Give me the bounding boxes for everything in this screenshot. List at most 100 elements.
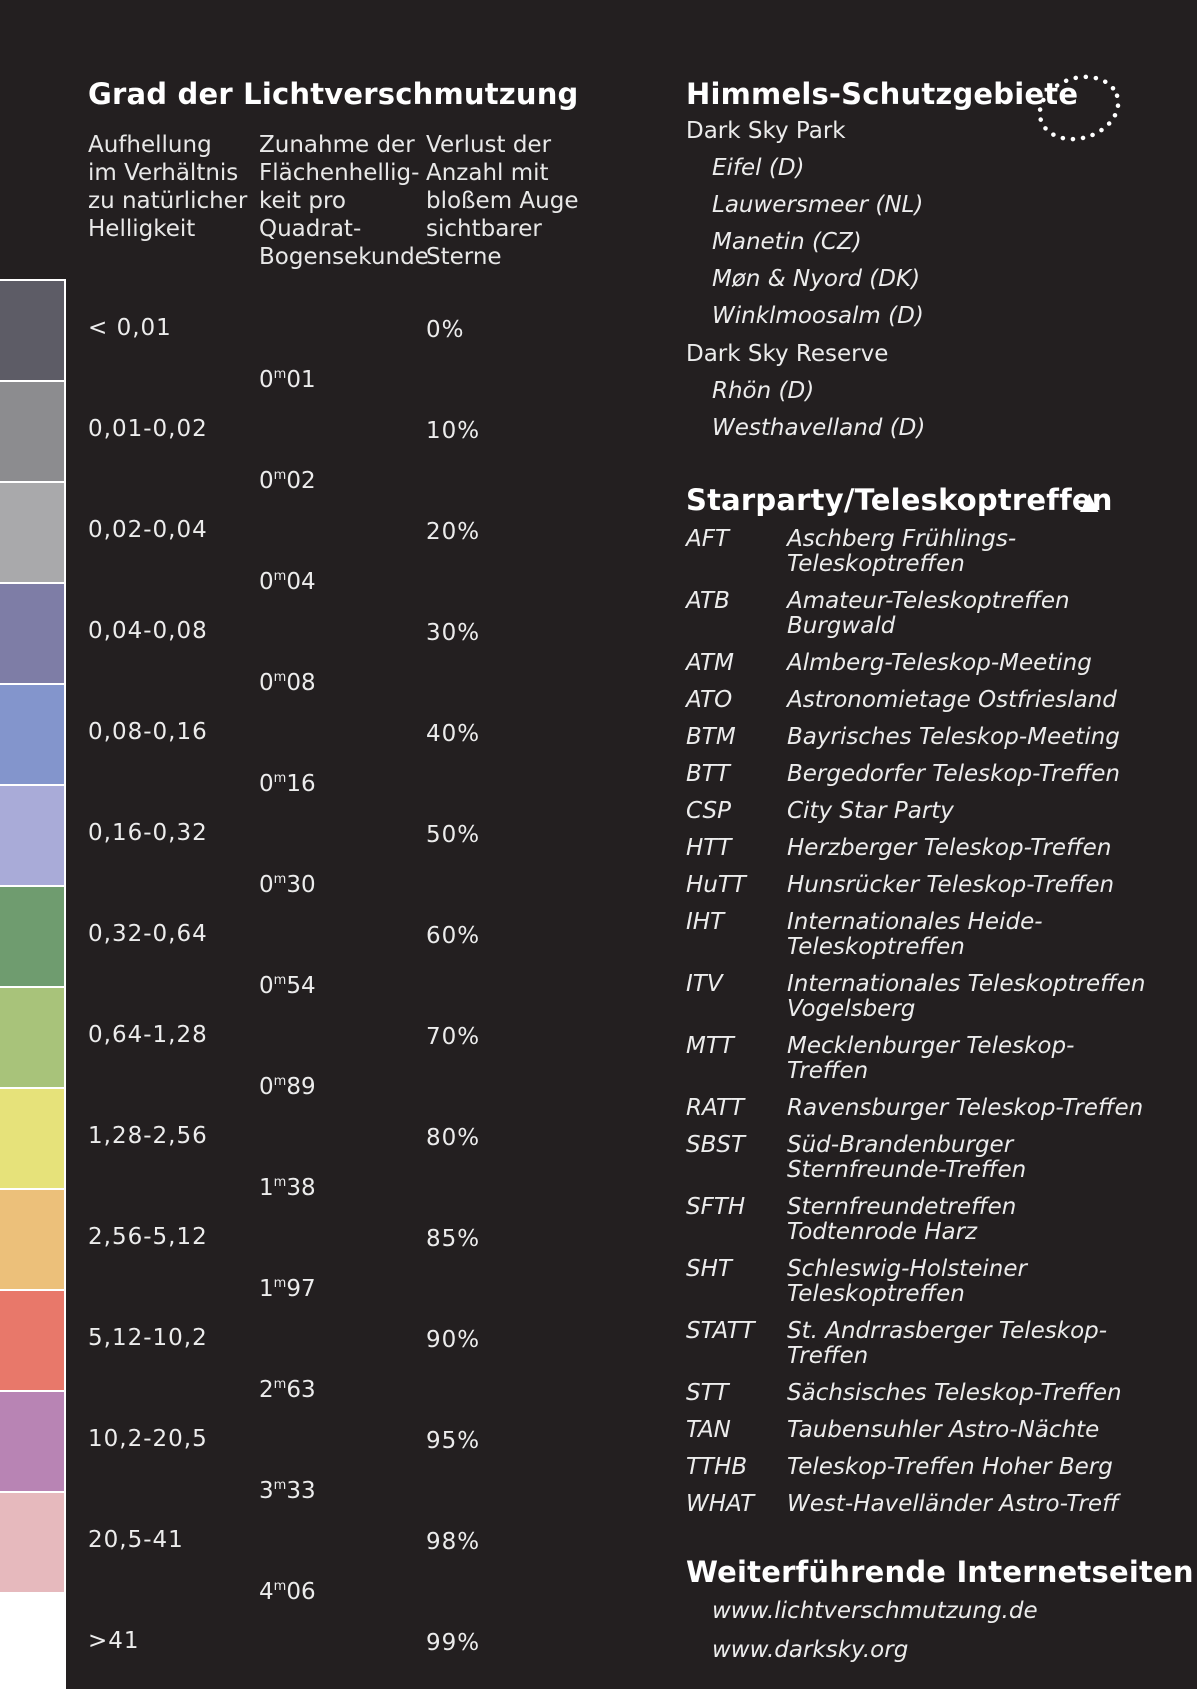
brightness-ratio: 1,28-2,56 xyxy=(88,1123,208,1149)
dark-sky-park-item: Winklmoosalm (D) xyxy=(712,303,924,329)
event-abbreviation: STATT xyxy=(686,1318,755,1344)
event-name: Internationales Teleskoptreffen Vogelsbe… xyxy=(787,971,1146,1022)
magnitude-integer: 3 xyxy=(259,1478,274,1504)
star-loss-percent: 90% xyxy=(426,1327,481,1353)
magnitude-increase: 1m97 xyxy=(259,1276,316,1302)
magnitude-fraction: 89 xyxy=(286,1074,316,1100)
magnitude-integer: 4 xyxy=(259,1579,274,1605)
event-abbreviation: RATT xyxy=(686,1095,745,1121)
dark-sky-reserve-item: Westhavelland (D) xyxy=(712,415,926,441)
color-swatch xyxy=(0,1491,66,1592)
event-abbreviation: SFTH xyxy=(686,1194,746,1220)
color-swatch xyxy=(0,380,66,481)
event-name: Schleswig-Holsteiner Teleskoptreffen xyxy=(787,1256,1027,1307)
magnitude-increase: 0m02 xyxy=(259,468,316,494)
dark-sky-park-label: Dark Sky Park xyxy=(686,118,846,144)
magnitude-unit: m xyxy=(273,367,287,382)
link-lichtverschmutzung[interactable]: www.lichtverschmutzung.de xyxy=(712,1598,1038,1624)
star-loss-percent: 95% xyxy=(426,1428,481,1454)
magnitude-fraction: 63 xyxy=(286,1377,316,1403)
dark-sky-park-item: Lauwersmeer (NL) xyxy=(712,192,924,218)
magnitude-unit: m xyxy=(273,771,287,786)
magnitude-increase: 3m33 xyxy=(259,1478,316,1504)
magnitude-fraction: 33 xyxy=(286,1478,316,1504)
event-name: Astronomietage Ostfriesland xyxy=(787,687,1117,713)
event-name: Amateur-Teleskoptreffen Burgwald xyxy=(787,588,1070,639)
event-name: Almberg-Teleskop-Meeting xyxy=(787,650,1092,676)
brightness-ratio: >41 xyxy=(88,1628,140,1654)
color-swatch xyxy=(0,784,66,885)
magnitude-fraction: 16 xyxy=(286,771,316,797)
star-loss-percent: 98% xyxy=(426,1529,481,1555)
event-abbreviation: SBST xyxy=(686,1132,746,1158)
event-abbreviation: ITV xyxy=(686,971,723,997)
brightness-ratio: 0,04-0,08 xyxy=(88,618,208,644)
color-swatch xyxy=(0,1289,66,1390)
event-abbreviation: TTHB xyxy=(686,1454,748,1480)
magnitude-integer: 0 xyxy=(259,569,274,595)
color-swatch xyxy=(0,481,66,582)
event-abbreviation: HTT xyxy=(686,835,732,861)
magnitude-increase: 0m08 xyxy=(259,670,316,696)
event-name: Sächsisches Teleskop-Treffen xyxy=(787,1380,1122,1406)
star-loss-percent: 40% xyxy=(426,721,481,747)
event-abbreviation: HuTT xyxy=(686,872,746,898)
dark-sky-reserve-item: Rhön (D) xyxy=(712,378,815,404)
event-name: Hunsrücker Teleskop-Treffen xyxy=(787,872,1115,898)
event-name: City Star Party xyxy=(787,798,954,824)
star-loss-percent: 0% xyxy=(426,317,465,343)
magnitude-fraction: 06 xyxy=(286,1579,316,1605)
magnitude-integer: 0 xyxy=(259,872,274,898)
magnitude-fraction: 04 xyxy=(286,569,316,595)
dark-sky-park-item: Eifel (D) xyxy=(712,155,805,181)
magnitude-unit: m xyxy=(273,569,287,584)
magnitude-increase: 0m54 xyxy=(259,973,316,999)
brightness-ratio: 0,02-0,04 xyxy=(88,517,208,543)
dotted-ellipse-icon xyxy=(1037,74,1121,142)
event-name: Mecklenburger Teleskop- Treffen xyxy=(787,1033,1075,1084)
star-loss-header: Verlust der Anzahl mit bloßem Auge sicht… xyxy=(426,132,579,270)
event-abbreviation: MTT xyxy=(686,1033,734,1059)
event-abbreviation: ATM xyxy=(686,650,734,676)
brightness-ratio: 20,5-41 xyxy=(88,1527,184,1553)
brightness-ratio: 0,08-0,16 xyxy=(88,719,208,745)
brightness-ratio: 0,16-0,32 xyxy=(88,820,208,846)
magnitude-unit: m xyxy=(273,468,287,483)
event-name: Aschberg Frühlings- Teleskoptreffen xyxy=(787,526,1017,577)
magnitude-fraction: 97 xyxy=(286,1276,316,1302)
color-swatch xyxy=(0,1087,66,1188)
magnitude-unit: m xyxy=(273,670,287,685)
star-loss-percent: 80% xyxy=(426,1125,481,1151)
brightness-ratio: 2,56-5,12 xyxy=(88,1224,208,1250)
dark-sky-reserves-title: Himmels-Schutzgebiete xyxy=(686,77,1079,111)
star-loss-percent: 20% xyxy=(426,519,481,545)
event-abbreviation: ATB xyxy=(686,588,730,614)
magnitude-integer: 0 xyxy=(259,771,274,797)
magnitude-integer: 1 xyxy=(259,1175,274,1201)
star-loss-percent: 30% xyxy=(426,620,481,646)
star-loss-percent: 70% xyxy=(426,1024,481,1050)
event-abbreviation: TAN xyxy=(686,1417,731,1443)
color-swatch xyxy=(0,1188,66,1289)
magnitude-unit: m xyxy=(273,872,287,887)
dark-sky-park-item: Møn & Nyord (DK) xyxy=(712,266,921,292)
color-swatch xyxy=(0,1592,66,1689)
magnitude-increase: 0m16 xyxy=(259,771,316,797)
event-name: West-Havelländer Astro-Treff xyxy=(787,1491,1119,1517)
event-name: Internationales Heide- Teleskoptreffen xyxy=(787,909,1043,960)
magnitude-integer: 0 xyxy=(259,670,274,696)
link-darksky[interactable]: www.darksky.org xyxy=(712,1637,909,1663)
star-loss-percent: 60% xyxy=(426,923,481,949)
event-abbreviation: BTT xyxy=(686,761,730,787)
event-name: Sternfreundetreffen Todtenrode Harz xyxy=(787,1194,1017,1245)
magnitude-unit: m xyxy=(273,973,287,988)
links-title: Weiterführende Internetseiten xyxy=(686,1555,1194,1589)
magnitude-increase: 0m89 xyxy=(259,1074,316,1100)
triangle-icon: ▲ xyxy=(1080,487,1099,515)
magnitude-increase: 0m30 xyxy=(259,872,316,898)
event-name: Taubensuhler Astro-Nächte xyxy=(787,1417,1100,1443)
event-name: Ravensburger Teleskop-Treffen xyxy=(787,1095,1144,1121)
brightness-ratio: 5,12-10,2 xyxy=(88,1325,208,1351)
brightness-ratio: 0,32-0,64 xyxy=(88,921,208,947)
magnitude-integer: 1 xyxy=(259,1276,274,1302)
